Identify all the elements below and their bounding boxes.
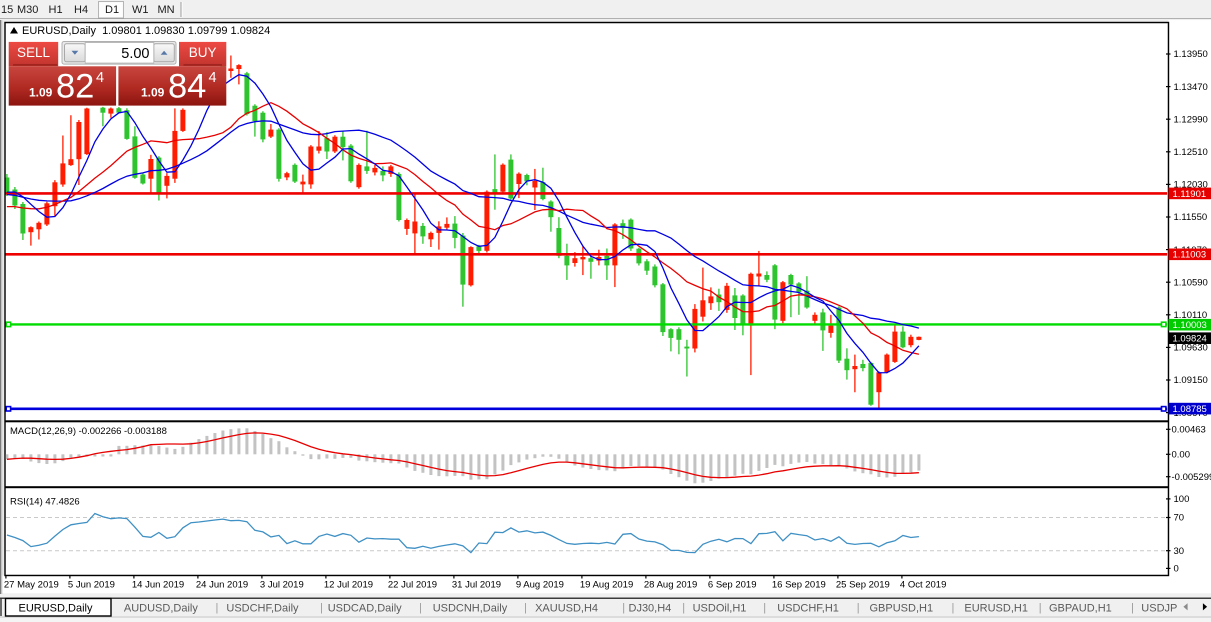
svg-text:19 Aug 2019: 19 Aug 2019 — [580, 580, 633, 591]
svg-text:H4: H4 — [74, 4, 88, 16]
svg-text:USDOil,H1: USDOil,H1 — [693, 603, 747, 615]
svg-text:M30: M30 — [17, 4, 38, 16]
svg-text:12 Jul 2019: 12 Jul 2019 — [324, 580, 373, 591]
svg-text:82: 82 — [56, 68, 94, 106]
svg-text:USDJP: USDJP — [1141, 603, 1177, 615]
svg-text:1.10110: 1.10110 — [1174, 310, 1208, 321]
svg-text:0: 0 — [1174, 564, 1179, 575]
svg-text:1.11550: 1.11550 — [1174, 212, 1208, 223]
svg-text:1.13470: 1.13470 — [1174, 82, 1208, 93]
svg-text:1.09824: 1.09824 — [1173, 334, 1207, 345]
svg-text:EURUSD,Daily: EURUSD,Daily — [19, 603, 93, 615]
svg-text:D1: D1 — [105, 4, 119, 16]
svg-text:70: 70 — [1174, 513, 1185, 524]
svg-text:MACD(12,26,9) -0.002266 -0.003: MACD(12,26,9) -0.002266 -0.003188 — [10, 426, 167, 437]
svg-text:|: | — [952, 602, 955, 614]
svg-text:100: 100 — [1174, 494, 1190, 505]
svg-text:9 Aug 2019: 9 Aug 2019 — [516, 580, 564, 591]
svg-text:|: | — [682, 602, 685, 614]
svg-text:30: 30 — [1174, 546, 1185, 557]
svg-text:1.12030: 1.12030 — [1174, 180, 1208, 191]
svg-text:3 Jul 2019: 3 Jul 2019 — [260, 580, 304, 591]
svg-text:USDCNH,Daily: USDCNH,Daily — [433, 603, 508, 615]
svg-text:DJ30,H4: DJ30,H4 — [629, 603, 672, 615]
svg-text:USDCHF,Daily: USDCHF,Daily — [226, 603, 299, 615]
svg-text:|: | — [622, 602, 625, 614]
svg-text:1.10003: 1.10003 — [1173, 320, 1207, 331]
svg-text:|: | — [216, 602, 219, 614]
svg-text:27 May 2019: 27 May 2019 — [4, 580, 59, 591]
svg-text:|: | — [857, 602, 860, 614]
svg-text:31 Jul 2019: 31 Jul 2019 — [452, 580, 501, 591]
svg-text:SELL: SELL — [17, 45, 51, 60]
svg-text:MN: MN — [158, 4, 175, 16]
svg-text:|: | — [524, 602, 527, 614]
svg-text:1.13950: 1.13950 — [1174, 49, 1208, 60]
svg-text:15: 15 — [1, 4, 13, 16]
svg-text:22 Jul 2019: 22 Jul 2019 — [388, 580, 437, 591]
svg-text:-0.005299: -0.005299 — [1172, 472, 1211, 483]
svg-text:6 Sep 2019: 6 Sep 2019 — [708, 580, 757, 591]
svg-text:EURUSD,H1: EURUSD,H1 — [964, 603, 1028, 615]
svg-text:1.11003: 1.11003 — [1173, 250, 1207, 261]
svg-text:4: 4 — [96, 70, 104, 86]
svg-text:|: | — [320, 602, 323, 614]
svg-text:28 Aug 2019: 28 Aug 2019 — [644, 580, 697, 591]
svg-text:|: | — [419, 602, 422, 614]
svg-text:RSI(14) 47.4826: RSI(14) 47.4826 — [10, 497, 80, 508]
svg-text:4 Oct 2019: 4 Oct 2019 — [900, 580, 946, 591]
svg-text:0.00463: 0.00463 — [1172, 425, 1206, 436]
svg-text:W1: W1 — [132, 4, 149, 16]
svg-text:1.11901: 1.11901 — [1173, 189, 1207, 200]
svg-text:4: 4 — [209, 70, 217, 86]
svg-text:14 Jun 2019: 14 Jun 2019 — [132, 580, 184, 591]
svg-text:1.08785: 1.08785 — [1173, 404, 1207, 415]
svg-text:1.09630: 1.09630 — [1174, 343, 1208, 354]
svg-text:GBPAUD,H1: GBPAUD,H1 — [1049, 603, 1112, 615]
svg-text:USDCAD,Daily: USDCAD,Daily — [328, 603, 402, 615]
svg-text:1.09150: 1.09150 — [1174, 375, 1208, 386]
svg-text:1.12990: 1.12990 — [1174, 114, 1208, 125]
svg-text:|: | — [1039, 602, 1042, 614]
svg-text:|: | — [763, 602, 766, 614]
svg-text:1.09: 1.09 — [141, 86, 165, 100]
svg-text:BUY: BUY — [189, 45, 217, 60]
svg-text:0.00: 0.00 — [1172, 450, 1191, 461]
svg-text:1.10590: 1.10590 — [1174, 277, 1208, 288]
svg-text:5 Jun 2019: 5 Jun 2019 — [68, 580, 115, 591]
svg-text:5.00: 5.00 — [121, 46, 149, 62]
svg-text:1.09: 1.09 — [29, 86, 53, 100]
svg-text:24 Jun 2019: 24 Jun 2019 — [196, 580, 248, 591]
svg-text:1.12510: 1.12510 — [1174, 147, 1208, 158]
svg-text:USDCHF,H1: USDCHF,H1 — [777, 603, 839, 615]
svg-text:GBPUSD,H1: GBPUSD,H1 — [870, 603, 934, 615]
svg-text:|: | — [1131, 602, 1134, 614]
svg-text:16 Sep 2019: 16 Sep 2019 — [772, 580, 826, 591]
svg-text:25 Sep 2019: 25 Sep 2019 — [836, 580, 890, 591]
svg-text:XAUUSD,H4: XAUUSD,H4 — [535, 603, 598, 615]
svg-text:H1: H1 — [49, 4, 63, 16]
svg-text:AUDUSD,Daily: AUDUSD,Daily — [124, 603, 198, 615]
svg-text:84: 84 — [168, 68, 206, 106]
svg-text:EURUSD,Daily 1.09801 1.09830: EURUSD,Daily 1.09801 1.09830 1.09799 1.0… — [22, 25, 270, 37]
